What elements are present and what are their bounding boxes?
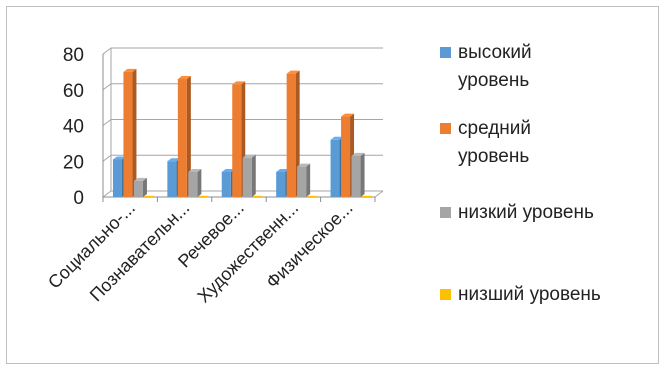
legend-label-1: уровень — [458, 146, 529, 167]
bar-3 — [362, 195, 372, 197]
y-tick-label: 60 — [63, 81, 84, 102]
bar-2 — [133, 180, 143, 197]
bar-top — [188, 168, 202, 172]
bar-top — [351, 152, 365, 156]
bar-top — [330, 136, 344, 140]
legend-label-0: уровень — [458, 70, 529, 91]
bar-top — [232, 81, 246, 85]
bar-top — [133, 177, 147, 181]
bar-0 — [167, 161, 177, 197]
legend-label-0: высокий — [458, 42, 532, 63]
bar-top — [167, 158, 181, 162]
bar-1 — [177, 79, 187, 197]
bar-side — [295, 70, 300, 197]
bar-2 — [297, 166, 307, 197]
bar-top — [221, 168, 235, 172]
bar-0 — [221, 171, 231, 197]
bar-side — [306, 163, 311, 197]
legend-swatch-2 — [440, 207, 451, 218]
bar-0 — [330, 139, 340, 197]
bar-1 — [232, 84, 242, 197]
bar-0 — [112, 159, 122, 197]
legend-swatch-0 — [440, 47, 451, 58]
bar-side — [251, 154, 256, 197]
y-tick-label: 80 — [63, 45, 84, 66]
bar-top — [177, 76, 191, 80]
bar-top — [242, 154, 256, 158]
bar-side — [360, 152, 365, 197]
y-tick-label: 40 — [63, 117, 84, 138]
legend-label-2: низкий уровень — [458, 202, 594, 223]
bar-2 — [242, 157, 252, 197]
y-tick-label: 0 — [73, 188, 84, 209]
bar-top — [286, 70, 300, 74]
legend-label-3: низший уровень — [458, 284, 601, 305]
bar-side — [142, 177, 147, 197]
bar-3 — [198, 195, 208, 197]
bar-top — [123, 68, 137, 72]
bar-side — [132, 68, 137, 197]
bar-3 — [253, 195, 263, 197]
bar-0 — [276, 171, 286, 197]
gridline-side — [102, 119, 112, 126]
bar-1 — [341, 116, 351, 197]
gridline-side — [102, 47, 112, 55]
bar-1 — [286, 73, 296, 197]
gridline-side — [102, 190, 112, 198]
legend-swatch-1 — [440, 123, 451, 134]
floor-edge — [374, 190, 384, 198]
bar-top — [341, 113, 355, 117]
bar-3 — [307, 195, 317, 197]
bar-top — [276, 168, 290, 172]
bar-3 — [144, 195, 154, 197]
bar-side — [186, 76, 191, 197]
bar-1 — [123, 71, 133, 197]
x-category-label: Художественн... — [193, 198, 302, 307]
gridline-side — [102, 154, 112, 162]
legend-swatch-3 — [440, 289, 451, 300]
bar-top — [297, 163, 311, 167]
bar-2 — [188, 171, 198, 197]
x-category-label: Познавательн... — [86, 198, 194, 306]
bar-2 — [351, 155, 361, 197]
bar-top — [112, 156, 126, 160]
legend-label-1: средний — [458, 118, 531, 139]
y-tick-label: 20 — [63, 152, 84, 173]
bar-side — [197, 168, 202, 197]
gridline-side — [102, 83, 112, 91]
